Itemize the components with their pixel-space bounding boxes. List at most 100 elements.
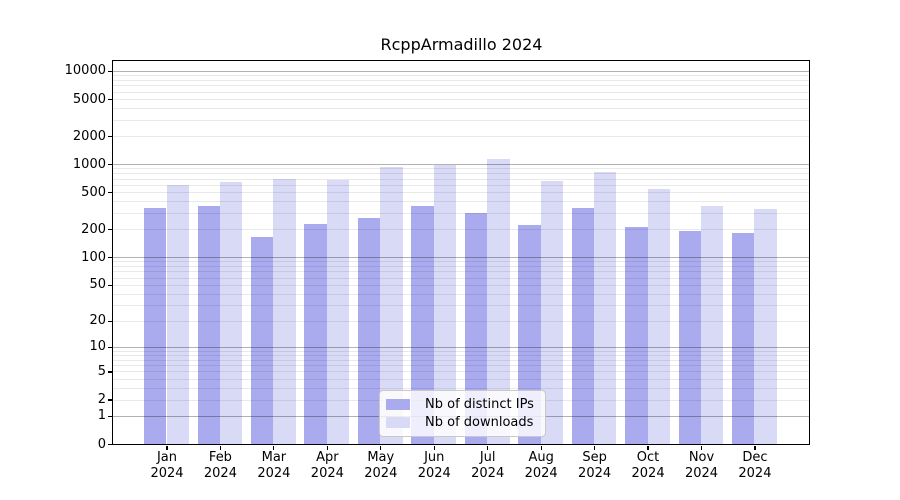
y-tick-mark — [107, 284, 112, 286]
y-tick-label: 200 — [81, 221, 106, 237]
chart-title: RcppArmadillo 2024 — [380, 35, 543, 54]
x-tick-label-dec: Dec 2024 — [738, 450, 772, 481]
x-tick-label-jul: Jul 2024 — [471, 450, 505, 481]
gridline-minor — [113, 284, 809, 286]
legend-swatch-distinct-ips-icon — [386, 398, 410, 410]
x-tick-label-sep: Sep 2024 — [578, 450, 612, 481]
y-tick-label: 100 — [81, 249, 106, 265]
bar-distinct-ips-mar — [251, 236, 274, 444]
legend-swatch-downloads-icon — [386, 417, 410, 429]
x-tick-mark — [380, 446, 382, 450]
bar-distinct-ips-aug — [518, 225, 541, 444]
bar-distinct-ips-nov — [678, 231, 701, 444]
gridline-minor — [113, 266, 809, 268]
legend-label-distinct-ips: Nb of distinct IPs — [425, 396, 534, 412]
legend-item-distinct-ips: Nb of distinct IPs — [386, 397, 537, 412]
bar-downloads-jul — [487, 159, 510, 444]
y-tick-mark — [107, 192, 112, 194]
bar-downloads-apr — [326, 180, 350, 444]
gridline-minor — [113, 359, 809, 361]
y-tick-mark — [107, 371, 112, 373]
gridline-minor — [113, 271, 809, 273]
y-tick-mark — [107, 415, 112, 418]
bar-distinct-ips-apr — [304, 224, 327, 444]
gridline-minor — [113, 277, 809, 279]
gridline-minor — [113, 91, 809, 93]
x-tick-label-may: May 2024 — [364, 450, 398, 481]
y-tick-mark — [107, 256, 112, 259]
x-tick-mark — [540, 446, 542, 450]
y-tick-label: 10000 — [64, 63, 106, 79]
y-tick-label: 500 — [81, 184, 106, 200]
x-tick-mark — [219, 446, 222, 450]
y-tick-mark — [107, 136, 112, 138]
x-tick-mark — [754, 446, 756, 450]
y-tick-label: 50 — [89, 277, 106, 293]
y-tick-label: 1000 — [72, 156, 106, 172]
bars-layer — [113, 61, 809, 445]
gridline-minor — [113, 119, 809, 121]
gridline-major — [113, 70, 809, 72]
bar-downloads-oct — [647, 189, 670, 444]
gridline-minor — [113, 85, 809, 87]
gridline-minor — [113, 365, 809, 367]
gridline-minor — [113, 212, 809, 214]
gridline-minor — [113, 108, 809, 110]
y-tick-mark — [107, 229, 112, 231]
bar-distinct-ips-jul — [464, 212, 488, 444]
gridline-minor — [113, 378, 809, 380]
bar-downloads-may — [380, 166, 403, 444]
x-tick-label-apr: Apr 2024 — [310, 450, 344, 481]
gridline-minor — [113, 304, 809, 306]
bar-downloads-sep — [594, 171, 617, 444]
y-tick-label: 20 — [89, 313, 106, 329]
gridline-minor — [113, 371, 809, 373]
bar-distinct-ips-jan — [144, 208, 167, 444]
bar-downloads-jun — [433, 165, 457, 444]
plot-area — [112, 59, 810, 445]
x-tick-mark — [487, 446, 489, 450]
gridline-minor — [113, 173, 809, 175]
gridline-minor — [113, 178, 809, 180]
x-tick-mark — [647, 446, 649, 450]
x-tick-label-feb: Feb 2024 — [203, 450, 237, 481]
x-tick-mark — [433, 446, 435, 450]
y-tick-label: 2000 — [72, 128, 106, 144]
x-tick-label-jun: Jun 2024 — [417, 450, 451, 481]
x-tick-mark — [273, 446, 275, 450]
bar-distinct-ips-may — [357, 217, 381, 444]
gridline-major — [113, 164, 809, 166]
legend-item-downloads: Nb of downloads — [386, 415, 537, 430]
bar-downloads-mar — [273, 179, 296, 444]
x-tick-label-aug: Aug 2024 — [524, 450, 558, 481]
gridline-minor — [113, 350, 809, 352]
gridline-minor — [113, 387, 809, 389]
legend-label-downloads: Nb of downloads — [425, 415, 534, 431]
legend: Nb of distinct IPs Nb of downloads — [379, 390, 546, 437]
bar-distinct-ips-sep — [571, 208, 595, 444]
gridline-minor — [113, 355, 809, 357]
y-tick-mark — [107, 443, 112, 446]
gridline-minor — [113, 75, 809, 77]
x-tick-label-nov: Nov 2024 — [684, 450, 719, 481]
gridline-minor — [113, 293, 809, 295]
gridline-minor — [113, 80, 809, 82]
bar-downloads-dec — [754, 209, 777, 444]
gridline-minor — [113, 99, 809, 101]
gridline-major — [113, 257, 809, 259]
y-tick-mark — [107, 346, 112, 348]
x-tick-mark — [166, 446, 168, 450]
bar-distinct-ips-feb — [197, 205, 220, 444]
bar-distinct-ips-jun — [411, 205, 434, 444]
x-tick-mark — [700, 446, 703, 450]
gridline-major — [113, 346, 809, 348]
gridline-minor — [113, 201, 809, 203]
y-tick-label: 1 — [97, 408, 106, 424]
y-tick-label: 5000 — [72, 91, 106, 107]
x-tick-label-oct: Oct 2024 — [631, 450, 665, 481]
bar-downloads-jan — [166, 184, 189, 444]
gridline-minor — [113, 184, 809, 186]
bar-downloads-nov — [701, 205, 724, 444]
y-tick-mark — [107, 399, 112, 401]
